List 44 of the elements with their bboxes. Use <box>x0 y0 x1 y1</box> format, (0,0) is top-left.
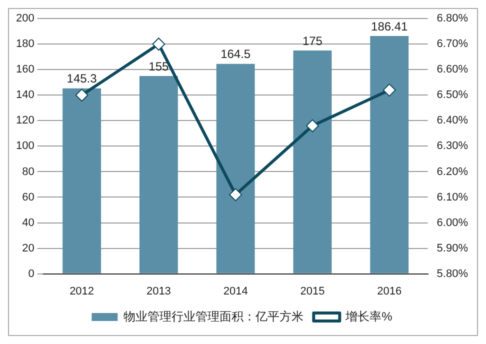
point <box>229 188 242 202</box>
x-tick-label: 2016 <box>377 285 402 298</box>
data-label: 186.41 <box>371 19 408 34</box>
point <box>75 88 88 102</box>
point <box>152 38 166 51</box>
y-tick-label: 20 <box>22 242 34 254</box>
y-tick-label: 100 <box>16 140 34 152</box>
bar <box>139 76 178 274</box>
y-tick-label: 200 <box>16 12 34 25</box>
bar <box>370 36 409 274</box>
y2-tick-label: 6.30% <box>436 140 468 152</box>
data-label: 145.3 <box>66 72 98 86</box>
y2-tick-label: 6.60% <box>436 64 468 76</box>
y-tick-label: 180 <box>16 38 34 50</box>
y2-tick-label: 6.20% <box>436 166 468 178</box>
legend-label: 物业管理行业管理面积：亿平方米 <box>124 309 304 324</box>
bar <box>293 50 332 274</box>
y-tick-label: 0 <box>28 268 34 280</box>
y-tick-label: 60 <box>22 191 34 204</box>
y-tick-label: 160 <box>16 64 34 76</box>
data-label: 175 <box>302 34 323 48</box>
y-tick-label: 80 <box>22 166 34 178</box>
y-tick-label: 120 <box>16 114 34 127</box>
x-tick-label: 2015 <box>300 285 325 298</box>
point <box>382 84 396 97</box>
y2-tick-label: 5.90% <box>436 242 468 254</box>
bar <box>62 88 102 274</box>
y-tick-label: 140 <box>16 89 34 102</box>
data-label: 164.5 <box>220 47 251 62</box>
data-label: 155 <box>148 59 170 74</box>
y2-tick-label: 6.50% <box>436 89 468 102</box>
x-tick-label: 2012 <box>70 285 94 298</box>
y2-tick-label: 6.10% <box>436 191 468 204</box>
x-tick-label: 2013 <box>146 285 171 298</box>
y2-tick-label: 6.70% <box>436 38 468 50</box>
legend-label: 增长率% <box>344 309 393 324</box>
bar <box>216 64 255 274</box>
x-tick-label: 2014 <box>223 285 248 298</box>
y2-tick-label: 6.40% <box>436 114 468 127</box>
y2-tick-label: 5.80% <box>436 268 468 280</box>
y2-tick-label: 6.80% <box>436 12 468 25</box>
y-tick-label: 40 <box>22 216 34 229</box>
y2-tick-label: 6.00% <box>436 216 468 229</box>
point <box>306 119 319 132</box>
